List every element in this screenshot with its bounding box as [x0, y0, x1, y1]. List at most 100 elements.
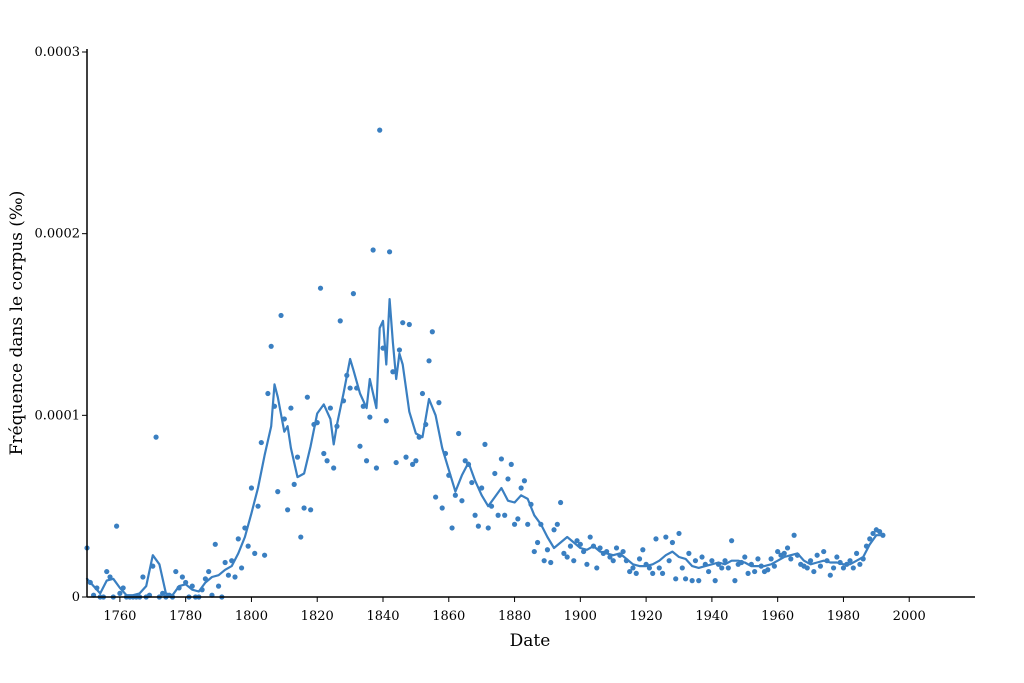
data-point [485, 525, 491, 531]
data-point [877, 529, 883, 535]
data-point [765, 567, 771, 573]
data-point [278, 312, 284, 319]
data-point [268, 343, 274, 349]
data-point [206, 568, 212, 575]
data-point [179, 574, 185, 580]
data-point [377, 127, 383, 133]
data-point [215, 583, 222, 589]
data-point [429, 329, 435, 335]
data-point [410, 461, 416, 467]
data-point [298, 534, 304, 540]
data-point [650, 570, 656, 576]
data-point [827, 572, 833, 578]
data-point [462, 458, 468, 464]
data-point [534, 539, 541, 546]
chart-marks [84, 127, 886, 600]
data-point [788, 556, 794, 562]
data-point [830, 565, 837, 571]
data-point [630, 565, 636, 571]
data-point [699, 554, 705, 560]
y-axis-title: Fréquence dans le corpus (‰) [7, 191, 27, 456]
data-point [725, 565, 731, 571]
data-point [248, 485, 255, 491]
data-point [633, 570, 639, 576]
data-point [807, 558, 814, 564]
data-point [452, 492, 458, 498]
data-point [781, 550, 787, 557]
data-point [768, 556, 774, 562]
data-point [357, 443, 363, 449]
data-point [548, 559, 554, 566]
data-point [682, 576, 689, 582]
data-point [515, 516, 521, 522]
data-point [153, 434, 159, 440]
data-point [594, 565, 600, 571]
x-tick-label: 1980 [827, 609, 860, 624]
data-point [709, 558, 715, 564]
data-point [561, 550, 567, 557]
data-point [627, 568, 633, 575]
data-point [482, 441, 488, 447]
x-tick-label: 1900 [564, 609, 597, 624]
data-point [456, 430, 462, 437]
x-tick-label: 1840 [366, 609, 399, 624]
data-point [854, 550, 860, 557]
data-point [696, 578, 702, 584]
data-point [551, 527, 557, 533]
data-point [574, 538, 580, 544]
data-point [531, 548, 537, 555]
data-point [541, 558, 547, 564]
data-point [686, 550, 692, 557]
data-point [712, 578, 718, 584]
data-point [245, 543, 251, 549]
trend-line [85, 298, 884, 597]
data-point [403, 454, 409, 460]
y-tick-label: 0.0003 [35, 45, 81, 60]
data-point [558, 499, 564, 506]
data-point [544, 547, 551, 553]
data-point [521, 478, 528, 484]
data-point [752, 568, 758, 575]
data-point [498, 456, 504, 462]
data-point [692, 558, 699, 564]
data-point [255, 503, 261, 509]
data-point [347, 385, 353, 391]
data-point [584, 561, 590, 567]
data-point [620, 548, 626, 555]
data-point [775, 548, 781, 555]
data-point [511, 521, 518, 527]
data-point [160, 590, 166, 596]
data-point [225, 572, 232, 578]
data-point [502, 512, 508, 518]
data-point [400, 320, 406, 326]
y-tick-label: 0 [72, 590, 80, 605]
data-point [587, 534, 593, 540]
data-point [275, 489, 281, 495]
data-point [433, 494, 439, 500]
data-point [265, 390, 271, 397]
tick-marks: 1760 1780 1800 1820 1840 1860 1880 1900 1920 1940… [35, 45, 926, 624]
data-point [729, 538, 735, 544]
data-point [262, 552, 268, 558]
data-point [472, 512, 478, 518]
data-point [419, 390, 426, 397]
data-point [367, 414, 373, 420]
data-point [636, 556, 643, 562]
data-point [689, 578, 695, 584]
data-point [755, 556, 761, 562]
data-point [327, 405, 333, 411]
data-point [469, 479, 475, 486]
x-tick-label: 1960 [761, 609, 794, 624]
data-point [413, 458, 419, 464]
data-point [104, 568, 110, 575]
data-point [840, 565, 847, 571]
data-point [814, 552, 820, 558]
data-point [508, 461, 514, 467]
x-tick-label: 1780 [169, 609, 202, 624]
data-point [252, 550, 258, 557]
data-point [393, 459, 399, 466]
data-point [791, 532, 797, 538]
x-tick-label: 1920 [630, 609, 663, 624]
data-point [308, 507, 314, 513]
y-tick-label: 0.0002 [35, 227, 81, 242]
